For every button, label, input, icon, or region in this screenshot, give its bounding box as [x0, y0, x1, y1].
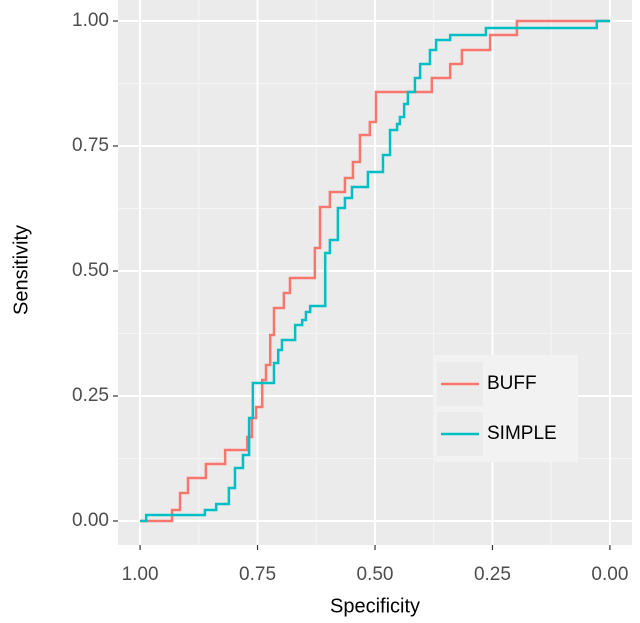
legend-label: BUFF	[487, 373, 537, 394]
x-tick-label: 0.00	[591, 564, 628, 585]
x-tick-label: 0.50	[357, 564, 394, 585]
x-axis-title: Specificity	[330, 595, 420, 617]
roc-curve	[140, 19, 610, 523]
legend: BUFF SIMPLE	[433, 355, 578, 462]
y-tick-label: 0.50	[72, 260, 109, 281]
legend-label: SIMPLE	[487, 423, 557, 444]
y-tick-label: 0.00	[72, 510, 109, 531]
y-tick-label: 0.25	[72, 385, 109, 406]
x-tick-label: 0.25	[474, 564, 511, 585]
roc-curve	[140, 19, 610, 523]
y-tick-label: 1.00	[72, 10, 109, 31]
y-tick-label: 0.75	[72, 135, 109, 156]
x-tick-label: 1.00	[122, 564, 159, 585]
y-axis-title: Sensitivity	[10, 225, 32, 315]
x-tick-label: 0.75	[239, 564, 276, 585]
